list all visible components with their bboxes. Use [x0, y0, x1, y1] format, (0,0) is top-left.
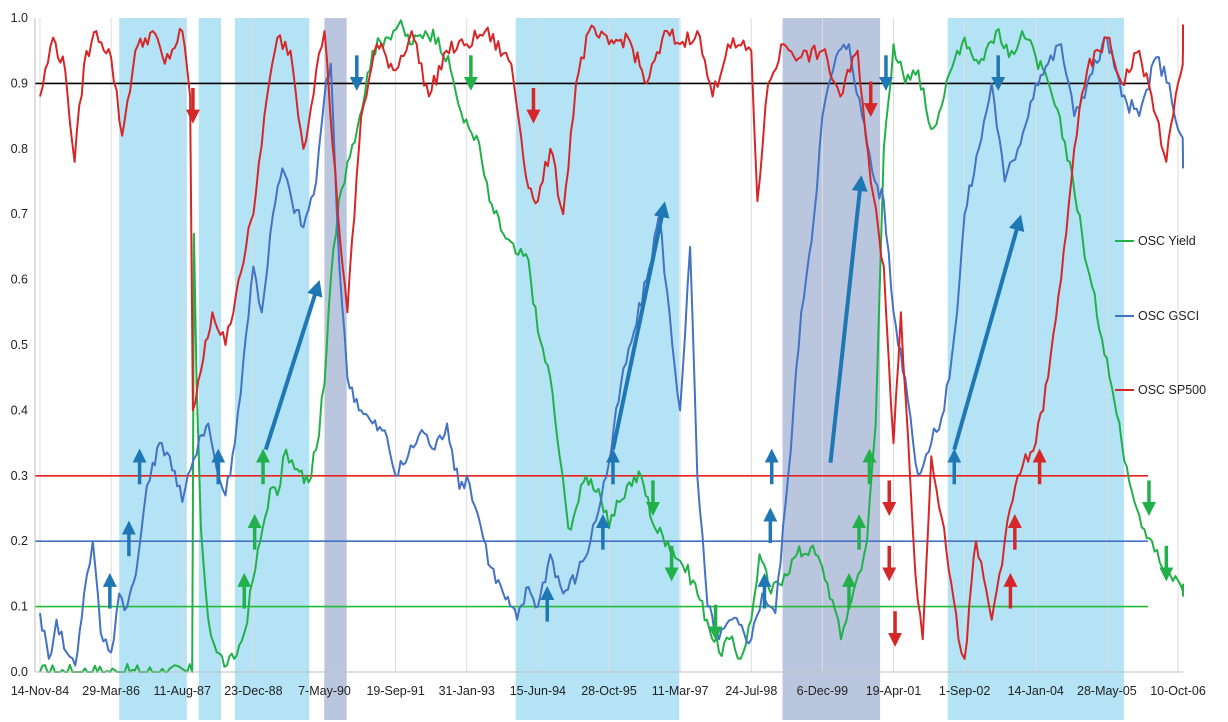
y-tick-label: 0.5 [11, 338, 28, 352]
shaded-periods [119, 18, 1124, 720]
shaded-region-4 [515, 18, 680, 720]
shaded-region-0 [119, 18, 187, 720]
x-tick-label: 7-May-90 [298, 684, 351, 698]
y-tick-label: 0.8 [11, 142, 28, 156]
x-tick-label: 28-Oct-95 [581, 684, 637, 698]
y-tick-label: 0.9 [11, 76, 28, 90]
y-tick-label: 0.0 [11, 665, 28, 679]
series-line-osc-sp500 [39, 24, 1184, 660]
series-lines [39, 19, 1184, 673]
y-tick-label: 0.4 [11, 403, 28, 417]
y-tick-label: 0.7 [11, 207, 28, 221]
legend-label: OSC SP500 [1138, 383, 1206, 397]
x-tick-label: 15-Jun-94 [510, 684, 566, 698]
y-tick-label: 0.2 [11, 534, 28, 548]
shaded-region-3 [324, 18, 347, 720]
y-tick-label: 0.6 [11, 273, 28, 287]
trend-arrow-1 [611, 201, 670, 451]
y-tick-label: 0.1 [11, 600, 28, 614]
x-tick-label: 14-Nov-84 [11, 684, 69, 698]
y-tick-label: 1.0 [11, 11, 28, 25]
trend-arrows [263, 175, 1025, 463]
vertical-gridlines [39, 18, 1179, 672]
signal-arrows [102, 55, 1174, 647]
x-tick-label: 24-Jul-98 [725, 684, 777, 698]
x-tick-label: 14-Jan-04 [1008, 684, 1064, 698]
x-tick-label: 19-Sep-91 [366, 684, 424, 698]
series-line-osc-gsci [39, 36, 1184, 667]
shaded-region-2 [234, 18, 310, 720]
trend-arrow-3 [952, 214, 1025, 451]
x-tick-label: 19-Apr-01 [866, 684, 922, 698]
y-tick-label: 0.3 [11, 469, 28, 483]
x-tick-label: 28-May-05 [1077, 684, 1137, 698]
shaded-region-1 [198, 18, 222, 720]
legend: OSC Yield OSC GSCI OSC SP500 [1115, 234, 1206, 397]
x-tick-label: 11-Mar-97 [652, 684, 709, 698]
legend-label: OSC Yield [1138, 234, 1196, 248]
x-tick-label: 1-Sep-02 [939, 684, 990, 698]
trend-arrow-2 [828, 175, 868, 463]
x-tick-label: 6-Dec-99 [797, 684, 848, 698]
x-tick-label: 23-Dec-88 [224, 684, 282, 698]
series-line-osc-yield [39, 19, 1184, 673]
x-tick-label: 10-Oct-06 [1150, 684, 1206, 698]
x-tick-label: 29-Mar-86 [82, 684, 140, 698]
x-tick-labels: 14-Nov-84 29-Mar-86 11-Aug-87 23-Dec-88 7-Ma… [11, 684, 1206, 698]
y-tick-labels: 0.0 0.1 0.2 0.3 0.4 0.5 0.6 0.7 0.8 0.9 1.0 [11, 11, 28, 679]
legend-label: OSC GSCI [1138, 309, 1199, 323]
trend-arrow-0 [263, 280, 323, 451]
x-tick-label: 31-Jan-93 [439, 684, 495, 698]
shaded-region-5 [782, 18, 881, 720]
x-tick-label: 11-Aug-87 [154, 684, 211, 698]
axes [34, 18, 1183, 673]
